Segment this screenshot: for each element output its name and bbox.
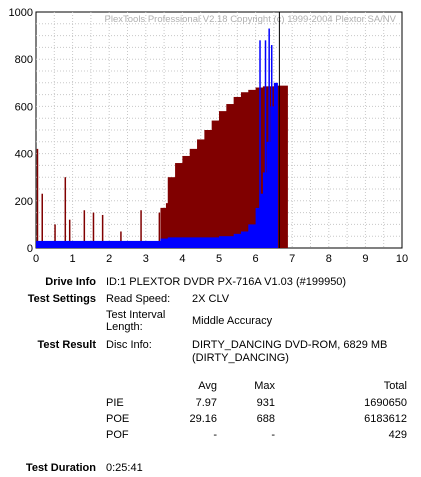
results-row-poe: POE 29.16 688 6183612 bbox=[0, 413, 421, 427]
data-bar bbox=[273, 82, 278, 248]
y-tick-label: 1000 bbox=[9, 7, 33, 19]
data-bar bbox=[175, 237, 183, 248]
x-tick-label: 1 bbox=[70, 253, 76, 265]
data-bar bbox=[68, 219, 71, 248]
data-bar bbox=[255, 207, 260, 248]
row-name: POF bbox=[106, 429, 129, 441]
test-duration-value: 0:25:41 bbox=[106, 462, 143, 474]
x-tick-label: 0 bbox=[33, 253, 39, 265]
data-bar bbox=[101, 214, 104, 248]
data-bar bbox=[182, 237, 202, 248]
row-avg: 29.16 bbox=[189, 413, 217, 425]
data-bar bbox=[36, 240, 55, 248]
avg-header: Avg bbox=[198, 380, 217, 392]
x-tick-label: 5 bbox=[216, 253, 222, 265]
row-name: PIE bbox=[106, 397, 124, 409]
read-speed-value: 2X CLV bbox=[192, 293, 230, 305]
total-header: Total bbox=[383, 380, 407, 392]
spike-bar bbox=[268, 28, 270, 248]
interval-value: Middle Accuracy bbox=[192, 315, 273, 327]
row-max: 688 bbox=[256, 413, 275, 425]
drive-info-value: ID:1 PLEXTOR DVDR PX-716A V1.03 (#199950… bbox=[106, 276, 347, 288]
y-tick-label: 0 bbox=[27, 243, 33, 255]
row-avg: - bbox=[213, 429, 217, 441]
results-row-pie: PIE 7.97 931 1690650 bbox=[0, 397, 421, 411]
data-bar bbox=[41, 193, 43, 248]
test-duration-row: Test Duration 0:25:41 bbox=[0, 462, 421, 476]
data-bar bbox=[219, 236, 235, 248]
data-bar bbox=[36, 148, 39, 248]
interval-label-line2: Length: bbox=[106, 321, 143, 333]
row-max: - bbox=[271, 429, 275, 441]
row-max: 931 bbox=[256, 397, 275, 409]
x-tick-label: 4 bbox=[179, 253, 185, 265]
drive-info-label: Drive Info bbox=[45, 276, 96, 288]
read-speed-label: Read Speed: bbox=[106, 293, 171, 305]
data-bar bbox=[248, 224, 257, 248]
data-bar bbox=[54, 240, 74, 248]
y-tick-label: 800 bbox=[15, 54, 33, 66]
data-bar bbox=[109, 240, 128, 248]
data-bar bbox=[160, 238, 169, 248]
interval-row-1: Test Interval bbox=[0, 309, 421, 323]
data-bar bbox=[92, 212, 95, 248]
data-bar bbox=[83, 210, 86, 248]
data-bar bbox=[167, 237, 176, 248]
x-tick-label: 6 bbox=[253, 253, 259, 265]
test-result-row: Test Result Disc Info: DIRTY_DANCING DVD… bbox=[0, 339, 421, 353]
data-bars bbox=[36, 28, 288, 249]
test-duration-label: Test Duration bbox=[25, 462, 96, 474]
results-header-row: Avg Max Total bbox=[0, 380, 421, 394]
disc-info-label: Disc Info: bbox=[106, 339, 152, 351]
data-bar bbox=[90, 240, 110, 248]
data-bar bbox=[259, 193, 264, 248]
interval-label-line1: Test Interval bbox=[106, 309, 166, 321]
data-bar bbox=[233, 233, 242, 248]
data-bar bbox=[54, 224, 56, 248]
x-tick-label: 2 bbox=[106, 253, 112, 265]
x-axis-ticks: 0 1 2 3 4 5 6 7 8 9 10 bbox=[33, 253, 408, 265]
data-bar bbox=[72, 240, 92, 248]
row-avg: 7.97 bbox=[195, 397, 217, 409]
y-tick-label: 200 bbox=[15, 196, 33, 208]
scan-chart: PlexTools Professional V2.18 Copyright (… bbox=[9, 7, 409, 265]
drive-info-row: Drive Info ID:1 PLEXTOR DVDR PX-716A V1.… bbox=[0, 276, 421, 290]
data-bar bbox=[140, 210, 142, 248]
data-bar bbox=[240, 231, 249, 248]
row-total: 1690650 bbox=[364, 397, 407, 409]
data-bar bbox=[64, 177, 67, 248]
y-tick-label: 600 bbox=[15, 101, 33, 113]
interval-row-2: Length: bbox=[0, 321, 421, 335]
spike-bar bbox=[264, 40, 267, 248]
data-bar bbox=[200, 237, 220, 248]
chart-title: PlexTools Professional V2.18 Copyright (… bbox=[105, 14, 397, 25]
max-header: Max bbox=[254, 380, 275, 392]
test-settings-label: Test Settings bbox=[27, 293, 96, 305]
disc-info-value-line1: DIRTY_DANCING DVD-ROM, 6829 MB bbox=[192, 339, 388, 351]
test-result-label: Test Result bbox=[37, 339, 96, 351]
y-tick-label: 400 bbox=[15, 149, 33, 161]
row-name: POE bbox=[106, 413, 130, 425]
spike-bar bbox=[270, 45, 273, 248]
y-axis-ticks: 0 200 400 600 800 1000 bbox=[9, 7, 33, 255]
x-tick-label: 8 bbox=[326, 253, 332, 265]
spike-bar bbox=[259, 40, 261, 248]
x-tick-label: 9 bbox=[362, 253, 368, 265]
interval-value-row: Middle Accuracy bbox=[0, 315, 421, 329]
x-tick-label: 3 bbox=[143, 253, 149, 265]
data-bar bbox=[127, 240, 147, 248]
x-tick-label: 10 bbox=[396, 253, 408, 265]
data-bar bbox=[145, 240, 161, 248]
disc-info-row-2: (DIRTY_DANCING) bbox=[0, 352, 421, 366]
test-settings-row: Test Settings Read Speed: 2X CLV bbox=[0, 293, 421, 307]
row-total: 6183612 bbox=[364, 413, 407, 425]
data-bar bbox=[158, 212, 161, 248]
disc-info-value-line2: (DIRTY_DANCING) bbox=[192, 352, 289, 364]
x-tick-label: 7 bbox=[289, 253, 295, 265]
row-total: 429 bbox=[388, 429, 407, 441]
data-bar bbox=[120, 231, 122, 248]
results-row-pof: POF - - 429 bbox=[0, 429, 421, 443]
